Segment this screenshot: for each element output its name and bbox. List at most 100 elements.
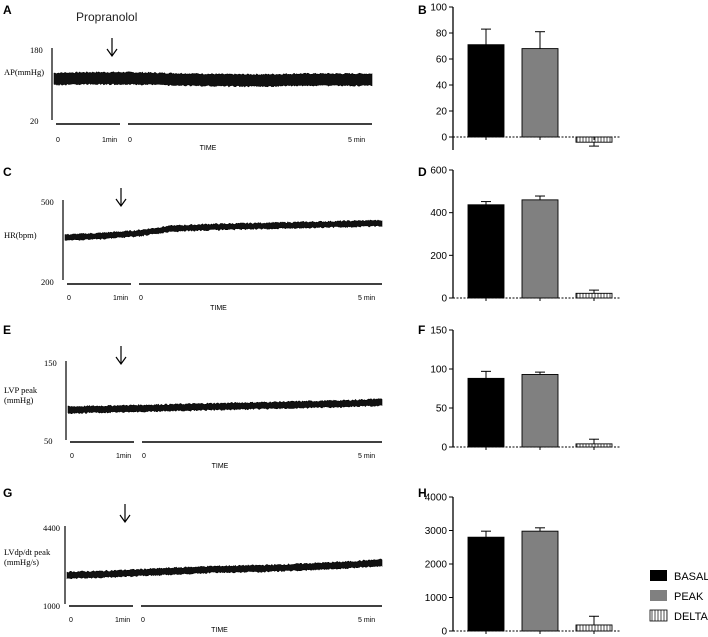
bar-basal [467, 204, 505, 299]
y-tick-label: 0 [441, 627, 447, 637]
arrow-head [119, 514, 131, 524]
time-label: 0 [69, 617, 73, 624]
y-tick-label: 150 [430, 326, 447, 337]
time-label: 5 min [358, 617, 375, 624]
y-axis-label: HR(bpm) [4, 230, 37, 240]
time-label: 0 [141, 617, 145, 624]
panel-letter-F: F [418, 323, 425, 337]
arrow-icons [106, 38, 131, 524]
y-tick-max: 180 [30, 45, 43, 55]
bar-peak [521, 530, 559, 632]
signal-trace [53, 71, 373, 88]
x-axis-label: TIME [211, 627, 228, 634]
bar-peak [521, 199, 559, 299]
time-label: 5 min [358, 295, 375, 302]
y-tick-label: 80 [436, 29, 448, 40]
panel-letter-E: E [3, 323, 11, 337]
y-tick-max: 500 [41, 197, 54, 207]
bar-chart-D: 0 200 400 600 [430, 166, 620, 305]
y-tick-min: 1000 [43, 601, 60, 611]
y-tick-label: 50 [436, 404, 448, 415]
bar-chart-F: 0 50 100 150 [430, 326, 620, 454]
arrow-head [115, 356, 127, 366]
panel-letter-H: H [418, 486, 427, 500]
y-tick-label: 100 [430, 365, 447, 376]
legend-label-basal: BASAL [674, 571, 708, 583]
bar-panels: 0204060801000200400600050100150010002000… [425, 3, 620, 637]
y-tick-label: 2000 [425, 560, 448, 571]
trace-panel-E: 150 50 LVP peak(mmHg) 0 1min 0 5 min TIME [4, 358, 383, 470]
arrow-icon [115, 188, 127, 208]
arrow-icon [115, 346, 127, 366]
y-tick-max: 4400 [43, 523, 60, 533]
time-label: 0 [142, 453, 146, 460]
panel-letter-G: G [3, 486, 12, 500]
time-label: 5 min [358, 453, 375, 460]
y-tick-label: 0 [441, 133, 447, 144]
legend-label-peak: PEAK [674, 591, 704, 603]
panel-letter-A: A [3, 3, 12, 17]
arrow-head [106, 48, 118, 58]
y-tick-label: 3000 [425, 526, 448, 537]
y-tick-min: 50 [44, 436, 53, 446]
y-tick-max: 150 [44, 358, 57, 368]
y-tick-label: 4000 [425, 493, 448, 504]
bar-peak [521, 374, 559, 448]
time-label: 1min [113, 295, 128, 302]
legend-label-delta: DELTA [674, 611, 708, 623]
trace-panel-G: 4400 1000 LVdp/dt peak(mmHg/s) 0 1min 0 5 min T… [4, 523, 383, 634]
legend-swatch-delta [649, 609, 668, 622]
arrow-icon [119, 504, 131, 524]
time-label: 1min [116, 453, 131, 460]
time-label: 0 [70, 453, 74, 460]
y-axis-label: (mmHg/s) [4, 557, 39, 567]
y-tick-label: 400 [430, 208, 447, 219]
y-tick-label: 0 [441, 443, 447, 454]
bar-basal [467, 44, 505, 138]
bar-chart-H: 0 1000 2000 3000 4000 [425, 493, 620, 637]
x-axis-label: TIME [210, 305, 227, 312]
bar-peak [521, 48, 559, 138]
arrow-icon [106, 38, 118, 58]
x-axis-label: TIME [200, 145, 217, 152]
time-label: 0 [56, 137, 60, 144]
y-tick-min: 200 [41, 277, 54, 287]
signal-trace [67, 398, 383, 415]
time-label: 5 min [348, 137, 365, 144]
y-tick-label: 600 [430, 166, 447, 177]
y-axis-label: AP(mmHg) [4, 67, 44, 77]
signal-trace [64, 219, 383, 241]
time-label: 1min [102, 137, 117, 144]
legend: BASAL PEAK DELTA [649, 570, 708, 623]
legend-swatch-peak [650, 590, 667, 601]
time-label: 1min [115, 617, 130, 624]
signal-trace [66, 558, 383, 580]
legend-swatch-basal [650, 570, 667, 581]
trace-panel-A: 180 20 AP(mmHg) 0 1min 0 5 min TIME [4, 45, 373, 152]
trace-panel-C: 500 200 HR(bpm) 0 1min 0 5 min TIME [4, 197, 383, 312]
y-tick-label: 100 [430, 3, 447, 14]
bar-delta [575, 624, 613, 632]
y-tick-label: 1000 [425, 593, 448, 604]
bar-basal [467, 377, 505, 448]
y-tick-min: 20 [30, 116, 39, 126]
panel-letter-D: D [418, 165, 427, 179]
time-label: 0 [67, 295, 71, 302]
bar-delta [575, 292, 613, 299]
bar-delta [575, 443, 613, 448]
panel-letter-C: C [3, 165, 12, 179]
y-axis-label: LVdp/dt peak [4, 547, 51, 557]
y-tick-label: 60 [436, 55, 448, 66]
y-axis-label: (mmHg) [4, 395, 33, 405]
y-tick-label: 200 [430, 251, 447, 262]
arrow-head [115, 198, 127, 208]
bar-basal [467, 536, 505, 632]
panel-letter-B: B [418, 3, 427, 17]
drug-label: Propranolol [76, 10, 137, 24]
y-axis-label: LVP peak [4, 385, 38, 395]
x-axis-label: TIME [212, 463, 229, 470]
bar-chart-B: 0 20 40 60 80 100 [430, 3, 620, 150]
y-tick-label: 0 [441, 294, 447, 305]
